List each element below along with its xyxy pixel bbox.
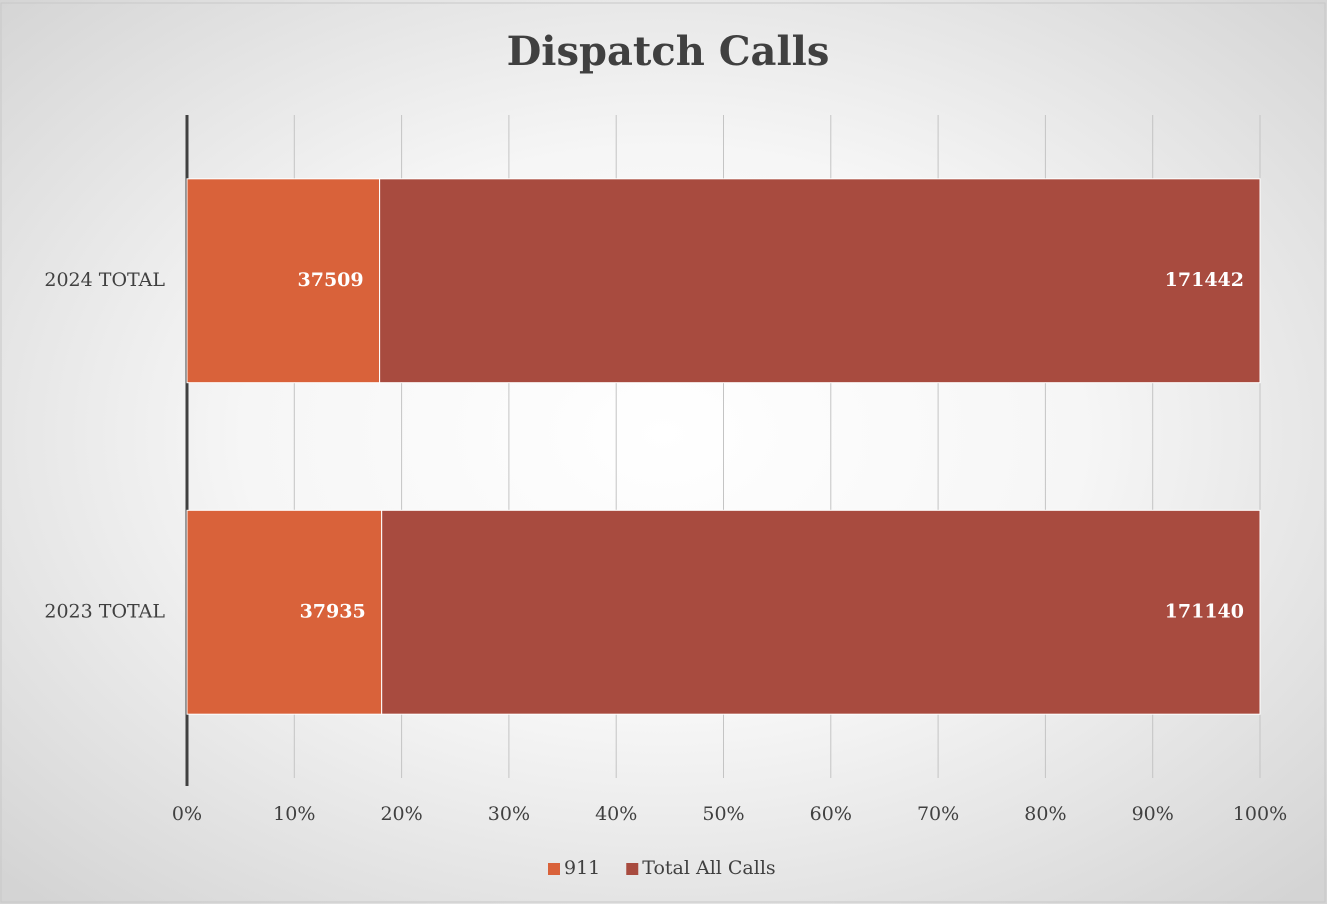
data-label: 171140 bbox=[1165, 600, 1244, 622]
x-tick-label: 50% bbox=[702, 803, 744, 825]
legend-label: 911 bbox=[564, 857, 600, 879]
data-label: 171442 bbox=[1165, 269, 1244, 291]
bar bbox=[379, 178, 1261, 384]
y-tick-label: 2023 TOTAL bbox=[44, 600, 165, 622]
legend-label: Total All Calls bbox=[642, 857, 775, 879]
x-tick-label: 20% bbox=[380, 803, 422, 825]
bar bbox=[381, 509, 1261, 715]
legend-swatch bbox=[626, 863, 639, 875]
x-tick-label: 40% bbox=[595, 803, 637, 825]
labels: 0% 10% 20% 30% 40% 50% 60% 70% 80% 90% 100% 2024 TO… bbox=[44, 269, 1287, 879]
x-tick-label: 60% bbox=[810, 803, 852, 825]
data-label: 37509 bbox=[298, 269, 364, 291]
x-tick-label: 90% bbox=[1132, 803, 1174, 825]
x-tick-label: 30% bbox=[488, 803, 530, 825]
chart-title: Dispatch Calls bbox=[507, 28, 830, 75]
bar bbox=[186, 509, 383, 715]
legend-swatch bbox=[548, 863, 560, 875]
x-tick-label: 100% bbox=[1233, 803, 1287, 825]
x-tick-label: 80% bbox=[1024, 803, 1066, 825]
bar bbox=[186, 178, 381, 384]
bars bbox=[186, 178, 1261, 715]
x-tick-label: 70% bbox=[917, 803, 959, 825]
data-label: 37935 bbox=[300, 600, 366, 622]
y-tick-label: 2024 TOTAL bbox=[44, 269, 165, 291]
x-tick-label: 0% bbox=[172, 803, 202, 825]
x-tick-label: 10% bbox=[273, 803, 315, 825]
